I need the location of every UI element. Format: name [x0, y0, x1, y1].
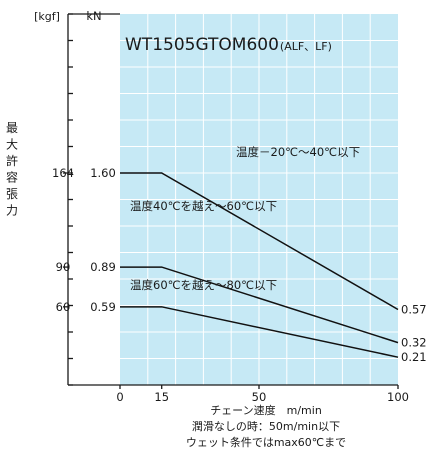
y-axis-title-char: 許 [6, 154, 18, 168]
series-name-label: 温度60℃を越え～80℃以下 [130, 278, 277, 292]
y-tick-label-kn: 0.89 [90, 260, 116, 274]
x-tick-label: 100 [387, 390, 409, 404]
y-axis-title-char: 力 [6, 204, 18, 218]
y-tick-label-kgf: 60 [56, 300, 71, 314]
kn-unit-label: kN [86, 9, 101, 23]
y-axis-title: 最大許容張力 [6, 121, 18, 218]
series-end-label: 0.32 [401, 336, 427, 350]
y-axis-title-char: 容 [6, 170, 18, 185]
grid-horizontal [120, 40, 398, 359]
series-name-label: 温度－20℃～40℃以下 [236, 145, 360, 159]
x-tick-label: 15 [154, 390, 169, 404]
x-tick-label: 50 [252, 390, 267, 404]
series-line [120, 306, 399, 358]
end-value-labels: 0.57 0.320.21 [401, 302, 427, 364]
series-end-label: 0.57 [401, 302, 427, 316]
x-tick-marks [119, 385, 399, 389]
series-line [120, 172, 399, 311]
note-no-lubrication: 潤滑なしの時：50m/min以下 [192, 420, 340, 433]
y-axis-title-char: 張 [6, 187, 18, 201]
chart-title-suffix: (ALF、LF) [280, 40, 332, 53]
y-axis-title-char: 大 [6, 138, 18, 152]
kgf-unit-label: [kgf] [34, 10, 60, 23]
y-tick-label-kgf: 90 [56, 260, 71, 274]
chart-title-main: WT1505GTOM600 [125, 35, 279, 55]
y-tick-label-kn: 1.60 [90, 166, 116, 180]
y-axis-title-char: 最 [6, 121, 18, 135]
x-tick-label: 0 [116, 390, 123, 404]
series-end-label: 0.21 [401, 350, 427, 364]
chart-title: WT1505GTOM600(ALF、LF) [125, 35, 332, 55]
note-wet-condition: ウェット条件ではmax60℃まで [186, 435, 346, 449]
y-tick-label-kn: 0.59 [90, 300, 116, 314]
series-group [120, 172, 399, 358]
kn-tick-marks [68, 13, 73, 386]
y-tick-label-kgf: 164 [52, 166, 74, 180]
x-tick-labels: 0 15 50 100 [116, 390, 409, 404]
series-line [120, 266, 399, 344]
x-axis-title: チェーン速度 m/min [210, 403, 322, 417]
series-name-label: 温度40℃を越え～60℃以下 [130, 199, 277, 213]
y-tick-labels: 164 1.60 90 0.89 60 0.59 [52, 166, 116, 314]
